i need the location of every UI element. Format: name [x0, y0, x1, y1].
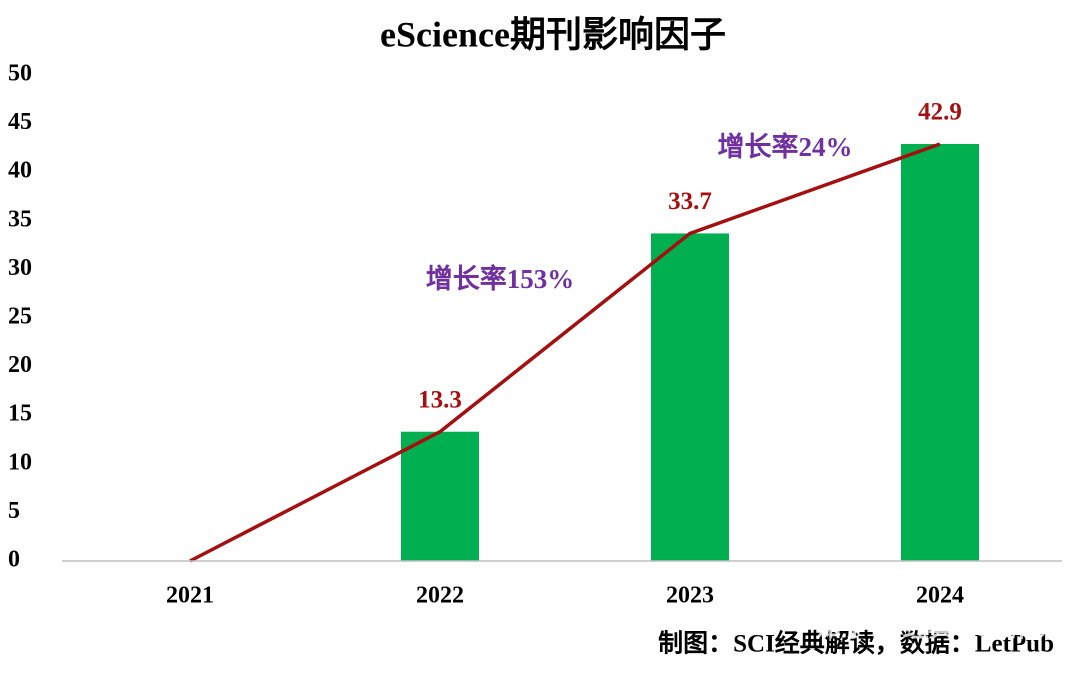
- y-tick-label: 50: [8, 61, 32, 87]
- x-tick-label: 2022: [416, 583, 464, 609]
- y-tick-label: 20: [8, 352, 32, 378]
- bar: [651, 233, 729, 561]
- x-tick-label: 2023: [666, 583, 714, 609]
- y-tick-label: 25: [8, 304, 32, 330]
- y-tick-label: 45: [8, 109, 32, 135]
- x-tick-label: 2024: [916, 583, 964, 609]
- footer: 制图：SCI经典解读，数据：LetPub: [658, 629, 1054, 658]
- annotation: 增长率24%: [718, 131, 853, 162]
- line: [189, 142, 941, 563]
- y-tick-label: 15: [8, 401, 32, 427]
- y-tick-label: 10: [8, 449, 32, 475]
- y-tick-label: 0: [8, 547, 20, 573]
- chart-title: eScience期刊影响因子: [380, 14, 726, 54]
- bar: [901, 144, 979, 561]
- y-tick-label: 35: [8, 206, 32, 232]
- x-tick-label: 2021: [166, 583, 214, 609]
- data-label: 42.9: [918, 99, 962, 126]
- y-tick-label: 40: [8, 158, 32, 184]
- y-tick-label: 5: [8, 498, 20, 524]
- bar: [401, 431, 479, 561]
- y-tick-label: 30: [8, 255, 32, 281]
- watermark: 知乎 @经典SCI解读: [815, 613, 1054, 644]
- data-label: 33.7: [668, 188, 712, 215]
- annotation: 增长率153%: [426, 263, 575, 294]
- data-label: 13.3: [418, 386, 462, 413]
